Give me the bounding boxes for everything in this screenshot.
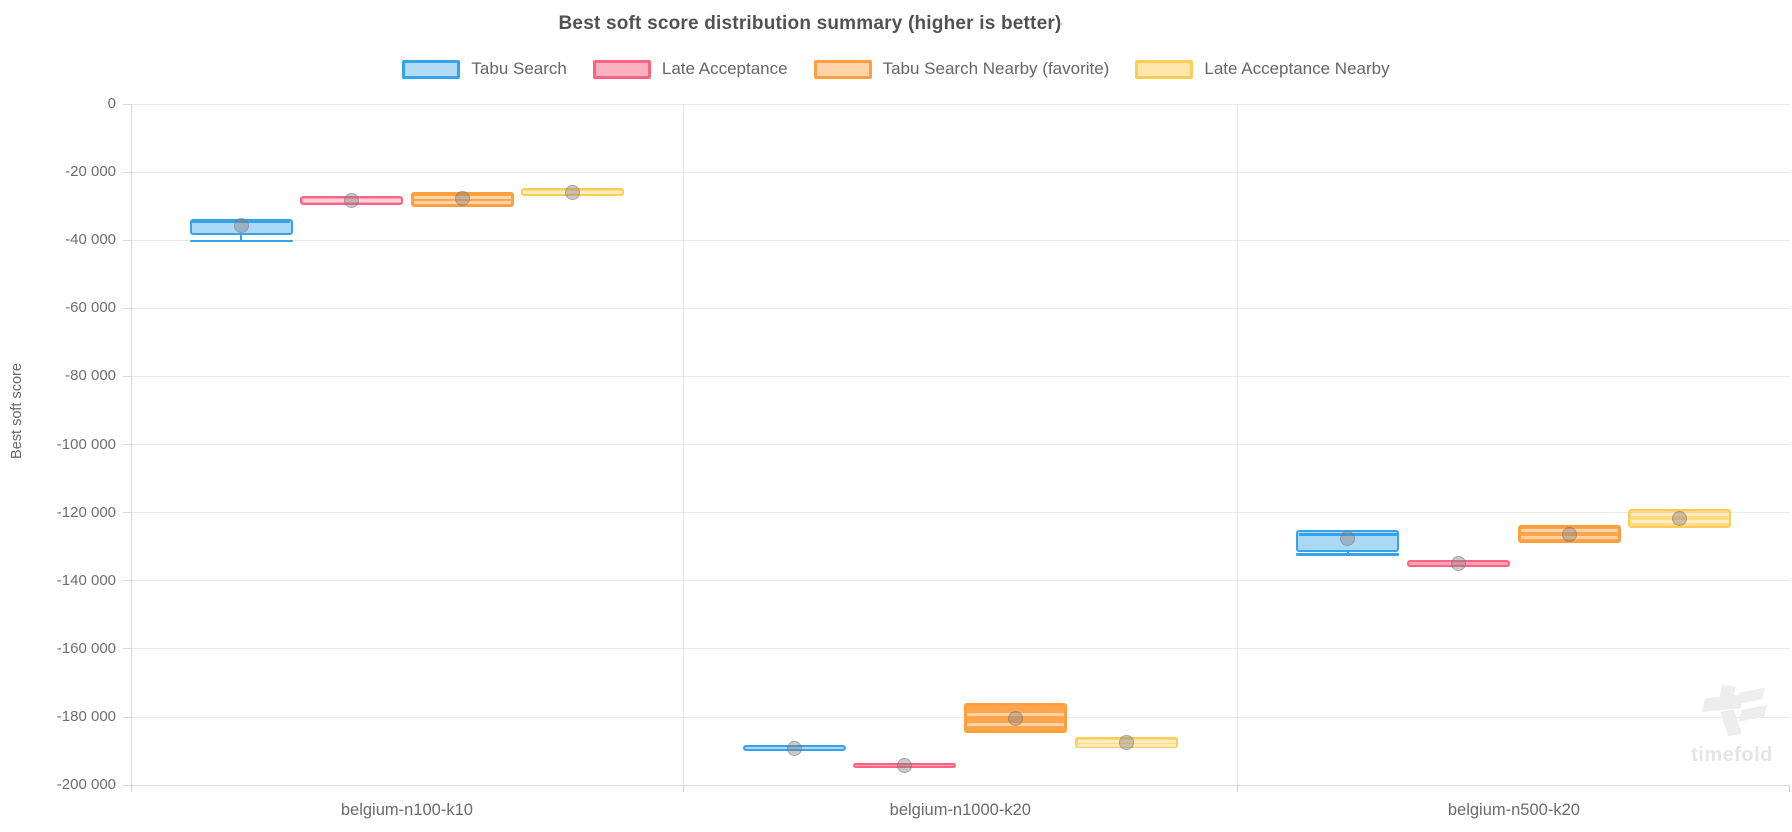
- x-tick-mark: [1237, 784, 1239, 792]
- whisker-cap-tabu-search-belgium-n100-k10: [189, 239, 293, 242]
- y-tick-label: -20 000: [65, 163, 116, 181]
- y-tick-mark: [122, 375, 131, 377]
- legend-item-late-acceptance-nearby[interactable]: Late Acceptance Nearby: [1135, 59, 1390, 79]
- y-tick-label: -100 000: [56, 435, 116, 453]
- legend-item-tabu-search-nearby-favorite[interactable]: Tabu Search Nearby (favorite): [813, 59, 1110, 79]
- x-category-label-belgium-n500-k20: belgium-n500-k20: [1447, 800, 1580, 819]
- whisker-cap-tabu-search-belgium-n500-k20: [1296, 553, 1400, 556]
- y-grid-line: [130, 512, 1790, 514]
- legend-swatch-tabu-search-nearby-favorite: [813, 59, 872, 79]
- y-grid-line: [130, 784, 1790, 786]
- y-grid-line: [130, 307, 1790, 309]
- y-tick-mark: [122, 444, 131, 446]
- mean-marker-tabu-search-nearby-favorite-belgium-n100-k10: [454, 190, 470, 206]
- chart-legend: Tabu Search Late Acceptance Tabu Search Ne…: [0, 59, 1792, 79]
- x-tick-mark: [1789, 784, 1790, 792]
- mean-marker-tabu-search-belgium-n1000-k20: [786, 740, 802, 756]
- legend-swatch-late-acceptance-nearby: [1135, 59, 1194, 79]
- legend-label-late-acceptance-nearby: Late Acceptance Nearby: [1204, 59, 1390, 78]
- y-tick-mark: [122, 648, 131, 650]
- legend-label-tabu-search: Tabu Search: [471, 59, 567, 78]
- y-tick-mark: [122, 307, 131, 309]
- y-grid-line: [130, 239, 1790, 241]
- y-grid-line: [130, 103, 1790, 105]
- y-tick-label: -160 000: [56, 639, 116, 657]
- y-tick-label: -80 000: [65, 367, 116, 385]
- y-tick-label: -40 000: [65, 231, 116, 249]
- y-grid-line: [130, 580, 1790, 582]
- x-category-label-belgium-n100-k10: belgium-n100-k10: [340, 800, 473, 819]
- legend-swatch-late-acceptance: [592, 59, 651, 79]
- y-axis-line: [130, 103, 132, 785]
- whisker-stem-tabu-search-belgium-n100-k10: [240, 235, 243, 241]
- y-tick-mark: [122, 103, 131, 105]
- y-grid-line: [130, 716, 1790, 718]
- y-tick-label: -60 000: [65, 299, 116, 317]
- legend-item-late-acceptance[interactable]: Late Acceptance: [592, 59, 788, 79]
- mean-marker-late-acceptance-nearby-belgium-n1000-k20: [1119, 735, 1134, 751]
- y-tick-mark: [122, 716, 131, 718]
- y-grid-line: [130, 171, 1790, 173]
- x-category-label-belgium-n1000-k20: belgium-n1000-k20: [889, 800, 1031, 819]
- legend-item-tabu-search[interactable]: Tabu Search: [402, 59, 567, 79]
- mean-marker-tabu-search-nearby-favorite-belgium-n1000-k20: [1008, 711, 1024, 727]
- mean-marker-late-acceptance-belgium-n100-k10: [344, 193, 360, 209]
- legend-label-tabu-search-nearby-favorite: Tabu Search Nearby (favorite): [882, 59, 1110, 78]
- y-tick-label: -200 000: [56, 776, 116, 794]
- y-tick-label: -120 000: [56, 503, 116, 521]
- mean-marker-late-acceptance-belgium-n500-k20: [1451, 556, 1467, 572]
- legend-label-late-acceptance: Late Acceptance: [661, 59, 788, 78]
- y-tick-label: -140 000: [56, 571, 116, 589]
- y-tick-mark: [122, 171, 131, 173]
- y-grid-line: [130, 444, 1790, 446]
- y-tick-mark: [122, 580, 131, 582]
- mean-marker-tabu-search-belgium-n500-k20: [1340, 530, 1356, 546]
- category-separator-line: [683, 103, 685, 785]
- mean-marker-late-acceptance-belgium-n1000-k20: [897, 757, 913, 773]
- chart-title: Best soft score distribution summary (hi…: [558, 13, 1062, 34]
- y-tick-mark: [122, 512, 131, 514]
- y-grid-line: [130, 375, 1790, 377]
- y-tick-mark: [122, 784, 131, 786]
- mean-marker-late-acceptance-nearby-belgium-n100-k10: [565, 184, 581, 200]
- legend-swatch-tabu-search: [402, 59, 461, 79]
- y-tick-label: 0: [107, 95, 116, 112]
- y-grid-line: [130, 648, 1790, 650]
- mean-marker-tabu-search-belgium-n100-k10: [233, 217, 249, 233]
- y-tick-label: -180 000: [56, 708, 116, 726]
- x-tick-mark: [683, 784, 685, 792]
- x-tick-mark: [130, 784, 132, 792]
- mean-marker-tabu-search-nearby-favorite-belgium-n500-k20: [1561, 526, 1577, 542]
- y-tick-mark: [122, 239, 131, 241]
- watermark: timefold: [1686, 682, 1778, 767]
- whisker-stem-tabu-search-belgium-n500-k20: [1346, 551, 1349, 555]
- mean-marker-late-acceptance-nearby-belgium-n500-k20: [1672, 511, 1688, 527]
- category-separator-line: [1237, 103, 1239, 785]
- timefold-flag-logo: [1701, 684, 1768, 737]
- watermark-text: timefold: [1691, 744, 1773, 766]
